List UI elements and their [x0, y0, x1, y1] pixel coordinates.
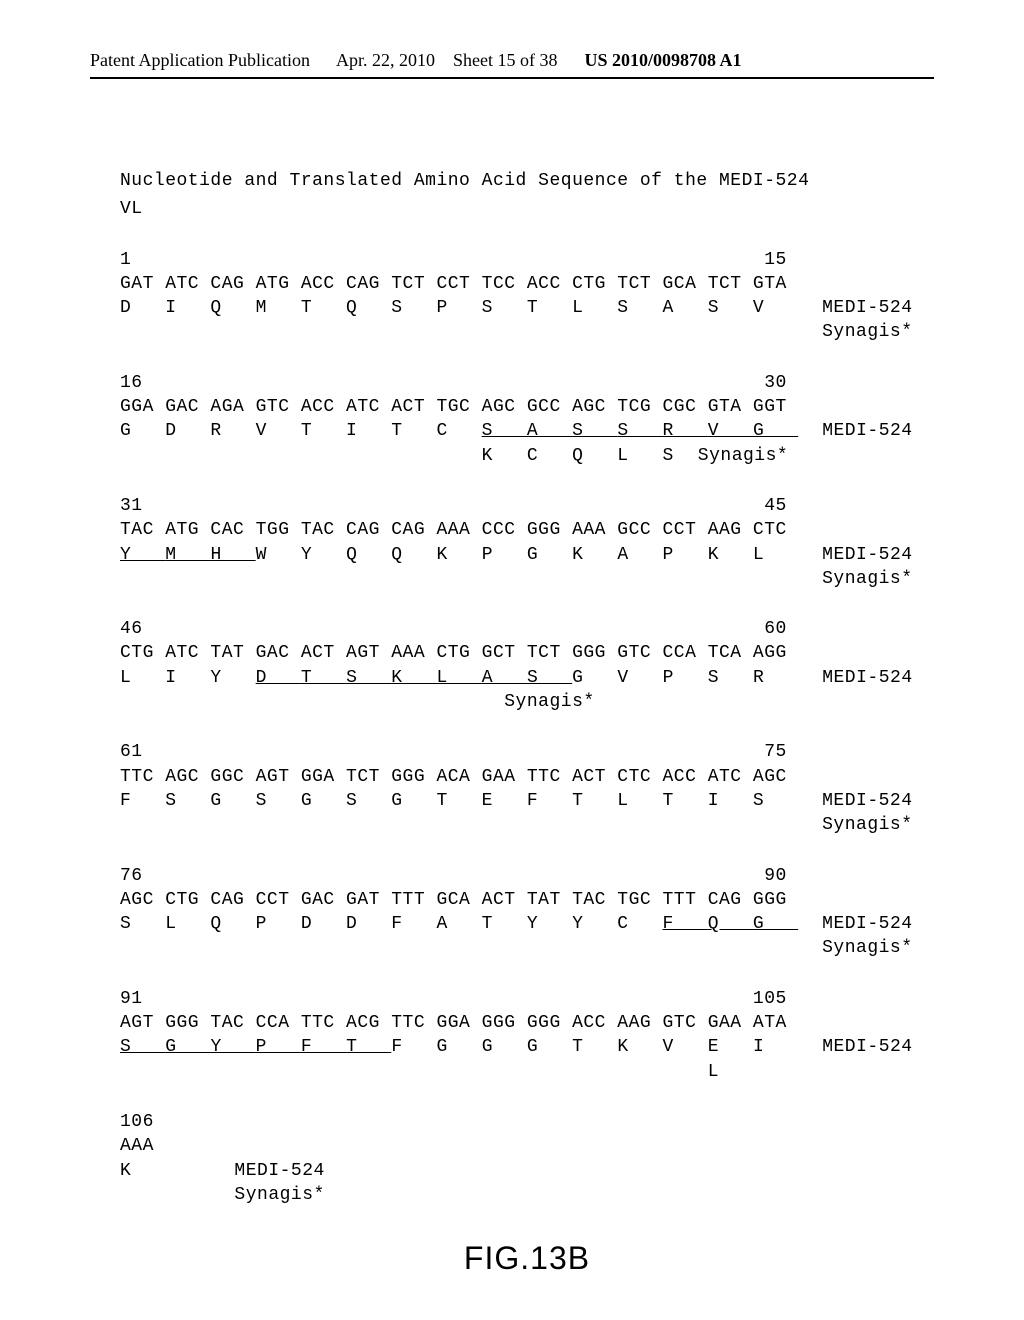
- position-numbers: 16 30: [120, 371, 934, 395]
- position-numbers: 106: [120, 1110, 934, 1134]
- row-label-medi: MEDI-524: [822, 419, 912, 443]
- row-label-synagis: Synagis*: [698, 444, 788, 468]
- sequence-block: 46 60CTG ATC TAT GAC ACT AGT AAA CTG GCT…: [120, 617, 934, 714]
- patent-page: Patent Application Publication Apr. 22, …: [0, 0, 1024, 1320]
- header-date: Apr. 22, 2010: [336, 50, 435, 70]
- figure-label: FIG.13B: [120, 1237, 934, 1280]
- nucleotide-row: GAT ATC CAG ATG ACC CAG TCT CCT TCC ACC …: [120, 272, 934, 296]
- amino-acid-row: S G Y P F T F G G G T K V E I: [120, 1035, 798, 1059]
- row-label-medi: MEDI-524: [822, 789, 912, 813]
- header-pubnum: US 2010/0098708 A1: [584, 50, 741, 70]
- nucleotide-row: TAC ATG CAC TGG TAC CAG CAG AAA CCC GGG …: [120, 518, 934, 542]
- row-label-medi: MEDI-524: [822, 666, 912, 690]
- sequence-block: 1 15GAT ATC CAG ATG ACC CAG TCT CCT TCC …: [120, 248, 934, 345]
- row-label-medi: MEDI-524: [189, 1159, 325, 1183]
- sequence-block: 91 105AGT GGG TAC CCA TTC ACG TTC GGA GG…: [120, 987, 934, 1084]
- row-label-synagis: Synagis*: [189, 1183, 325, 1207]
- header-rule: Patent Application Publication Apr. 22, …: [90, 50, 934, 79]
- header-sheet: Sheet 15 of 38: [453, 50, 557, 70]
- amino-acid-row: D I Q M T Q S P S T L S A S V: [120, 296, 798, 320]
- nucleotide-row: GGA GAC AGA GTC ACC ATC ACT TGC AGC GCC …: [120, 395, 934, 419]
- header-publication: Patent Application Publication: [90, 50, 310, 70]
- page-header: Patent Application Publication Apr. 22, …: [90, 50, 934, 77]
- position-numbers: 31 45: [120, 494, 934, 518]
- sequence-block: 106AAAK MEDI-524 Synagis*: [120, 1110, 934, 1207]
- amino-acid-row: L I Y D T S K L A S G V P S R: [120, 666, 798, 690]
- sequence-block: 76 90AGC CTG CAG CCT GAC GAT TTT GCA ACT…: [120, 864, 934, 961]
- sequence-title-2: VL: [120, 197, 934, 221]
- sequence-block: 16 30GGA GAC AGA GTC ACC ATC ACT TGC AGC…: [120, 371, 934, 468]
- amino-acid-row-alt: L: [120, 1060, 719, 1084]
- amino-acid-row: Y M H W Y Q Q K P G K A P K L: [120, 543, 798, 567]
- nucleotide-row: TTC AGC GGC AGT GGA TCT GGG ACA GAA TTC …: [120, 765, 934, 789]
- row-label-synagis: Synagis*: [822, 936, 912, 960]
- position-numbers: 61 75: [120, 740, 934, 764]
- position-numbers: 91 105: [120, 987, 934, 1011]
- row-label-synagis: Synagis*: [822, 813, 912, 837]
- sequence-block: 31 45TAC ATG CAC TGG TAC CAG CAG AAA CCC…: [120, 494, 934, 591]
- sequence-content: Nucleotide and Translated Amino Acid Seq…: [120, 169, 934, 1280]
- position-numbers: 76 90: [120, 864, 934, 888]
- row-label-medi: MEDI-524: [822, 296, 912, 320]
- amino-acid-row: F S G S G S G T E F T L T I S: [120, 789, 798, 813]
- row-label-synagis: Synagis*: [822, 320, 912, 344]
- row-label-synagis: Synagis*: [822, 567, 912, 591]
- amino-acid-row: K: [120, 1159, 165, 1183]
- nucleotide-row: AGT GGG TAC CCA TTC ACG TTC GGA GGG GGG …: [120, 1011, 934, 1035]
- position-numbers: 46 60: [120, 617, 934, 641]
- position-numbers: 1 15: [120, 248, 934, 272]
- amino-acid-row: G D R V T I T C S A S S R V G: [120, 419, 798, 443]
- amino-acid-row: S L Q P D D F A T Y Y C F Q G: [120, 912, 798, 936]
- row-label-medi: MEDI-524: [822, 1035, 912, 1059]
- row-label-medi: MEDI-524: [822, 543, 912, 567]
- nucleotide-row: AAA: [120, 1134, 934, 1158]
- row-label-medi: MEDI-524: [822, 912, 912, 936]
- nucleotide-row: AGC CTG CAG CCT GAC GAT TTT GCA ACT TAT …: [120, 888, 934, 912]
- sequence-title-1: Nucleotide and Translated Amino Acid Seq…: [120, 169, 934, 193]
- sequence-block: 61 75TTC AGC GGC AGT GGA TCT GGG ACA GAA…: [120, 740, 934, 837]
- amino-acid-row-alt: K C Q L S: [120, 444, 674, 468]
- amino-acid-row-alt: Synagis*: [120, 690, 595, 714]
- nucleotide-row: CTG ATC TAT GAC ACT AGT AAA CTG GCT TCT …: [120, 641, 934, 665]
